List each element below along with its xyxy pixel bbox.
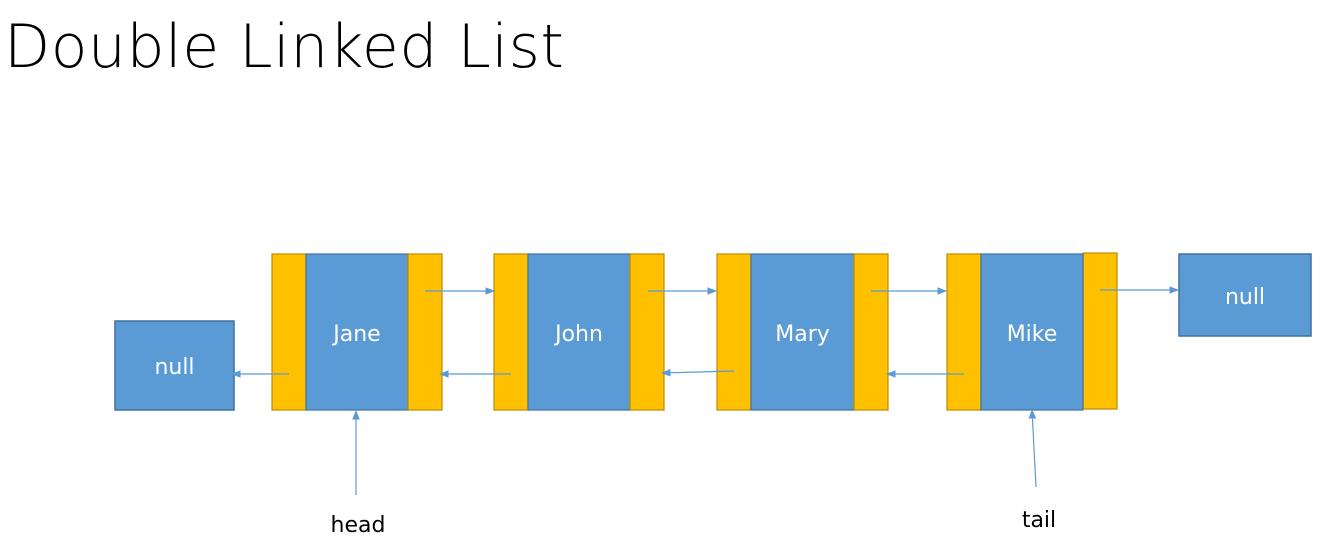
next-pointer-cell: [853, 253, 889, 411]
null-right-label: null: [1225, 285, 1265, 310]
null-left-label: null: [154, 355, 194, 380]
head-label: head: [331, 513, 386, 538]
node-label: Jane: [331, 322, 380, 347]
node-label: Mary: [775, 322, 830, 347]
data-cell: [750, 253, 855, 411]
list-node-john: John: [493, 253, 665, 411]
node-label: Mike: [1007, 322, 1058, 347]
prev-pointer-cell: [271, 253, 307, 411]
list-node-jane: Jane: [271, 253, 443, 411]
tail-pointer-arrow: [1028, 409, 1037, 488]
prev-pointer-cell: [946, 253, 982, 411]
next-pointer-cell: [629, 253, 665, 411]
prev-pointer-cell: [493, 253, 529, 411]
list-node-mary: Mary: [716, 253, 889, 411]
next-pointer-cell: [407, 253, 443, 411]
prev-arrow: [661, 368, 735, 377]
list-node-mike: Mike: [946, 252, 1118, 411]
null-left-node: null: [114, 320, 235, 411]
next-pointer-cell: [1082, 252, 1118, 410]
node-label: John: [553, 322, 603, 347]
data-cell: [527, 253, 631, 411]
tail-label: tail: [1022, 508, 1056, 533]
null-right-node: null: [1178, 253, 1312, 337]
data-cell: [305, 253, 409, 411]
prev-pointer-cell: [716, 253, 752, 411]
diagram-title: Double Linked List: [4, 12, 565, 82]
